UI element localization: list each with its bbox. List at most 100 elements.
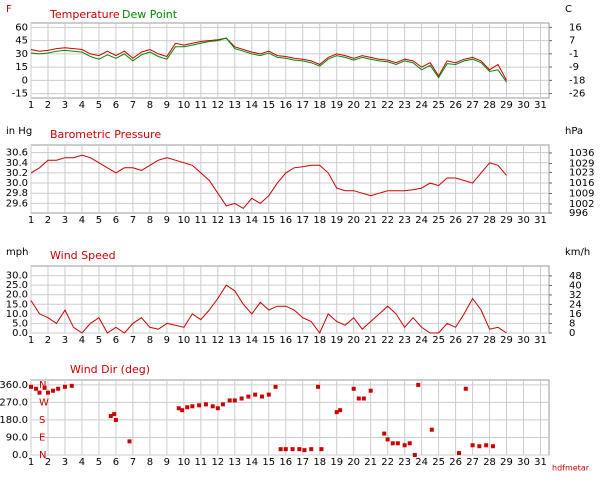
data-point <box>356 396 361 401</box>
x-tick-label: 2 <box>45 215 51 226</box>
y-tick-label: 15.0 <box>6 299 28 310</box>
y2-tick-label: -9 <box>569 62 579 73</box>
y2-tick-label: 1036 <box>569 148 594 159</box>
x-tick-label: 3 <box>62 335 68 346</box>
data-point <box>42 385 47 390</box>
x-tick-label: 5 <box>96 215 102 226</box>
data-point <box>290 447 295 452</box>
y2-tick-label: 40 <box>569 280 582 291</box>
data-point <box>470 443 475 448</box>
data-point <box>334 410 339 415</box>
x-tick-label: 30 <box>517 335 530 346</box>
x-tick-label: 17 <box>296 215 309 226</box>
plot-frame <box>30 265 550 334</box>
x-tick-label: 13 <box>228 335 241 346</box>
x-tick-label: 10 <box>177 100 190 111</box>
data-point <box>51 388 56 393</box>
data-point <box>246 394 251 399</box>
data-point <box>210 404 215 409</box>
y-tick-label: 30.4 <box>6 158 28 169</box>
data-point <box>112 412 117 417</box>
x-tick-label: 6 <box>113 335 119 346</box>
x-tick-label: 11 <box>194 457 207 468</box>
direction-label: N <box>39 450 46 461</box>
x-tick-label: 11 <box>194 100 207 111</box>
x-tick-label: 28 <box>483 335 496 346</box>
direction-label: N <box>39 380 46 391</box>
x-tick-label: 9 <box>164 457 170 468</box>
data-point <box>390 441 395 446</box>
x-tick-label: 18 <box>313 215 326 226</box>
x-tick-label: 8 <box>147 215 153 226</box>
x-tick-label: 14 <box>245 100 258 111</box>
y2-tick-label: -18 <box>569 75 585 86</box>
y2-tick-label: 1016 <box>569 178 594 189</box>
x-tick-label: 9 <box>164 100 170 111</box>
x-tick-label: 25 <box>432 335 445 346</box>
data-point <box>266 392 271 397</box>
x-tick-label: 9 <box>164 335 170 346</box>
y2-tick-label: 1002 <box>569 199 594 210</box>
x-tick-label: 1 <box>28 215 34 226</box>
x-tick-label: 19 <box>330 100 343 111</box>
data-point <box>273 384 278 389</box>
data-point <box>232 398 237 403</box>
x-tick-label: 30 <box>517 457 530 468</box>
x-tick-label: 18 <box>313 100 326 111</box>
x-tick-label: 4 <box>79 100 85 111</box>
x-tick-label: 30 <box>517 215 530 226</box>
data-point <box>319 447 324 452</box>
y-axis-label: mph <box>6 247 28 258</box>
y-tick-label: 0.0 <box>12 328 28 339</box>
x-tick-label: 15 <box>262 100 275 111</box>
y-tick-label: 29.8 <box>6 188 28 199</box>
data-point <box>29 384 33 389</box>
data-point <box>215 406 220 411</box>
data-point <box>316 384 321 389</box>
data-point <box>429 427 434 432</box>
plot-frame <box>30 379 550 456</box>
x-tick-label: 4 <box>79 215 85 226</box>
y2-tick-label: 996 <box>569 208 588 219</box>
x-tick-label: 20 <box>347 457 360 468</box>
y-tick-label: 180.0 <box>0 415 28 426</box>
x-tick-label: 25 <box>432 100 445 111</box>
data-point <box>220 402 225 407</box>
x-tick-label: 16 <box>279 215 292 226</box>
x-tick-label: 12 <box>211 215 224 226</box>
direction-label: W <box>39 397 49 408</box>
x-tick-label: 14 <box>245 335 258 346</box>
y2-tick-label: -26 <box>569 89 585 100</box>
y-tick-label: 10.0 <box>6 309 28 320</box>
x-tick-label: 13 <box>228 100 241 111</box>
x-tick-label: 7 <box>130 457 136 468</box>
chart-title: Wind Dir (deg) <box>70 363 150 376</box>
x-tick-label: 27 <box>466 215 479 226</box>
x-tick-label: 25 <box>432 457 445 468</box>
x-tick-label: 26 <box>449 215 462 226</box>
y2-axis-label: hPa <box>565 126 583 137</box>
x-tick-label: 4 <box>79 335 85 346</box>
x-tick-label: 7 <box>130 335 136 346</box>
data-point <box>477 444 482 449</box>
data-point <box>127 439 132 444</box>
footer: hdfmetar <box>552 464 590 473</box>
x-tick-label: 11 <box>194 335 207 346</box>
data-point <box>382 431 387 436</box>
data-point <box>253 392 258 397</box>
y2-tick-label: 16 <box>569 309 582 320</box>
data-point <box>56 386 61 391</box>
x-tick-label: 15 <box>262 335 275 346</box>
x-tick-label: 24 <box>415 215 428 226</box>
chart-title: Wind Speed <box>50 249 116 262</box>
x-tick-label: 26 <box>449 457 462 468</box>
data-point <box>239 396 244 401</box>
data-point <box>309 447 314 452</box>
data-point <box>203 402 208 407</box>
x-tick-label: 31 <box>534 100 547 111</box>
x-tick-label: 22 <box>381 335 394 346</box>
x-tick-label: 12 <box>211 457 224 468</box>
y2-tick-label: 1009 <box>569 188 594 199</box>
y-tick-label: 20.0 <box>6 290 28 301</box>
